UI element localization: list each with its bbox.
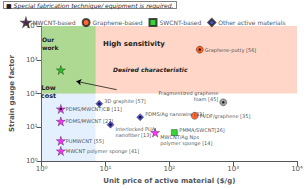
svg-text:High sensitivity: High sensitivity (103, 40, 165, 48)
svg-text:work: work (42, 44, 60, 51)
svg-text:Graphene-based: Graphene-based (93, 19, 143, 27)
svg-text:10²: 10² (26, 90, 38, 98)
svg-text:PMMA/SWCNT[26]: PMMA/SWCNT[26] (179, 127, 224, 133)
svg-text:■ Special fabrication techniqu: ■ Special fabrication technique/ equipme… (6, 2, 174, 10)
svg-text:Our: Our (42, 36, 54, 43)
svg-text:10³: 10³ (26, 56, 38, 64)
svg-text:10¹: 10¹ (26, 123, 38, 131)
svg-text:cost: cost (41, 92, 56, 100)
svg-text:Fragmentized graphene: Fragmentized graphene (158, 90, 219, 97)
svg-text:MWCNT polymer sponge [41]: MWCNT polymer sponge [41] (66, 148, 139, 155)
svg-text:PDMS/MWCNT [27]: PDMS/MWCNT [27] (66, 118, 113, 124)
svg-text:PDMS/MWCNT/CB [11]: PDMS/MWCNT/CB [11] (66, 106, 122, 112)
svg-text:Unit price of active material: Unit price of active material ($/g) (103, 177, 235, 185)
svg-text:10²: 10² (163, 165, 175, 173)
svg-text:PVDF/graphene [35]: PVDF/graphene [35] (200, 113, 251, 120)
svg-text:PUMWCNT [55]: PUMWCNT [55] (66, 138, 104, 144)
svg-text:Desired characteristic: Desired characteristic (113, 66, 188, 73)
svg-text:nanofiber [13]: nanofiber [13] (116, 132, 152, 138)
svg-text:Strain gauge factor: Strain gauge factor (8, 55, 16, 132)
svg-text:Other active materials: Other active materials (218, 19, 285, 26)
svg-text:MWCNT-based: MWCNT-based (32, 19, 75, 26)
svg-text:Graphene-putty [56]: Graphene-putty [56] (205, 47, 257, 54)
svg-text:PDMS/Ag nanowire [33]: PDMS/Ag nanowire [33] (145, 111, 204, 118)
svg-text:foam [45]: foam [45] (194, 96, 219, 102)
svg-text:Interlocked PUA: Interlocked PUA (115, 125, 156, 132)
svg-text:Low: Low (41, 84, 56, 92)
svg-text:SWCNT-based: SWCNT-based (159, 19, 201, 26)
svg-text:10⁰: 10⁰ (25, 157, 38, 166)
svg-text:3D graphite [57]: 3D graphite [57] (104, 98, 146, 105)
svg-text:10⁰: 10⁰ (36, 165, 48, 173)
svg-text:10⁴: 10⁴ (291, 165, 303, 173)
svg-text:polymer sponge [14]: polymer sponge [14] (160, 140, 212, 147)
svg-text:10¹: 10¹ (100, 165, 112, 173)
svg-text:10³: 10³ (227, 165, 239, 173)
svg-text:MWCNT/Ag Nps: MWCNT/Ag Nps (160, 133, 200, 140)
